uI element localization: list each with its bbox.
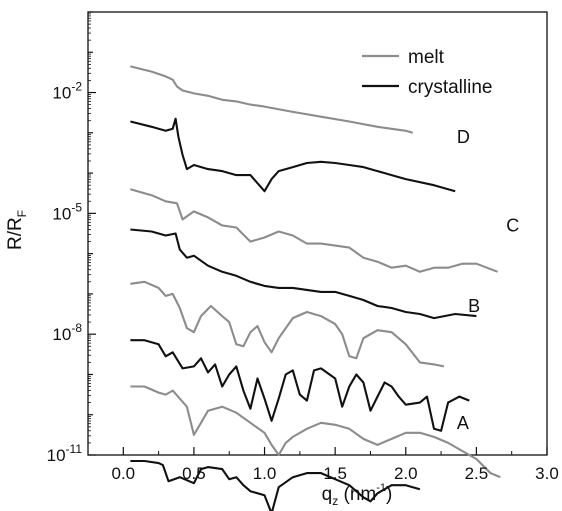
y-tick-label: 10-8 [52,321,82,344]
x-tick-label: 2.0 [394,464,418,483]
legend-label-crystalline: crystalline [408,77,492,98]
x-tick-label: 1.0 [253,464,277,483]
y-tick-label: 10-5 [52,200,82,223]
curve-label-b: B [468,296,480,316]
series-line-b-melt [130,280,445,368]
series-line-a-melt [130,385,501,479]
series-line-d-melt [130,65,414,134]
x-axis-label: qz (nm-1) [322,482,393,508]
legend: melt crystalline [362,47,492,98]
series-line-b-crystalline [130,339,470,432]
x-tick-label: 3.0 [535,464,559,483]
legend-label-melt: melt [408,47,445,68]
series-line-a-crystalline [130,459,421,511]
y-tick-label: 10-11 [47,442,83,465]
plot-frame [87,11,548,456]
y-tick-label: 10-2 [52,80,82,103]
x-tick-label: 2.5 [465,464,489,483]
curve-label-a: A [457,413,469,433]
curve-labels: D C B A [457,127,519,433]
y-axis-ticks: 10-11 10-8 10-5 10-2 [47,11,96,465]
curve-label-c: C [506,215,519,235]
curve-label-d: D [457,127,470,147]
plot-border [87,11,548,456]
x-tick-label: 0.0 [111,464,135,483]
y-axis-label: R/RF [5,210,29,250]
series-line-c-crystalline [130,228,477,320]
x-axis-ticks: 0.0 0.5 1.0 1.5 2.0 2.5 3.0 [87,447,559,483]
series-layer [130,65,501,511]
x-tick-label: 1.5 [323,464,347,483]
series-line-d-crystalline [130,117,456,193]
series-line-c-melt [130,188,498,273]
x-tick-label: 0.5 [182,464,206,483]
